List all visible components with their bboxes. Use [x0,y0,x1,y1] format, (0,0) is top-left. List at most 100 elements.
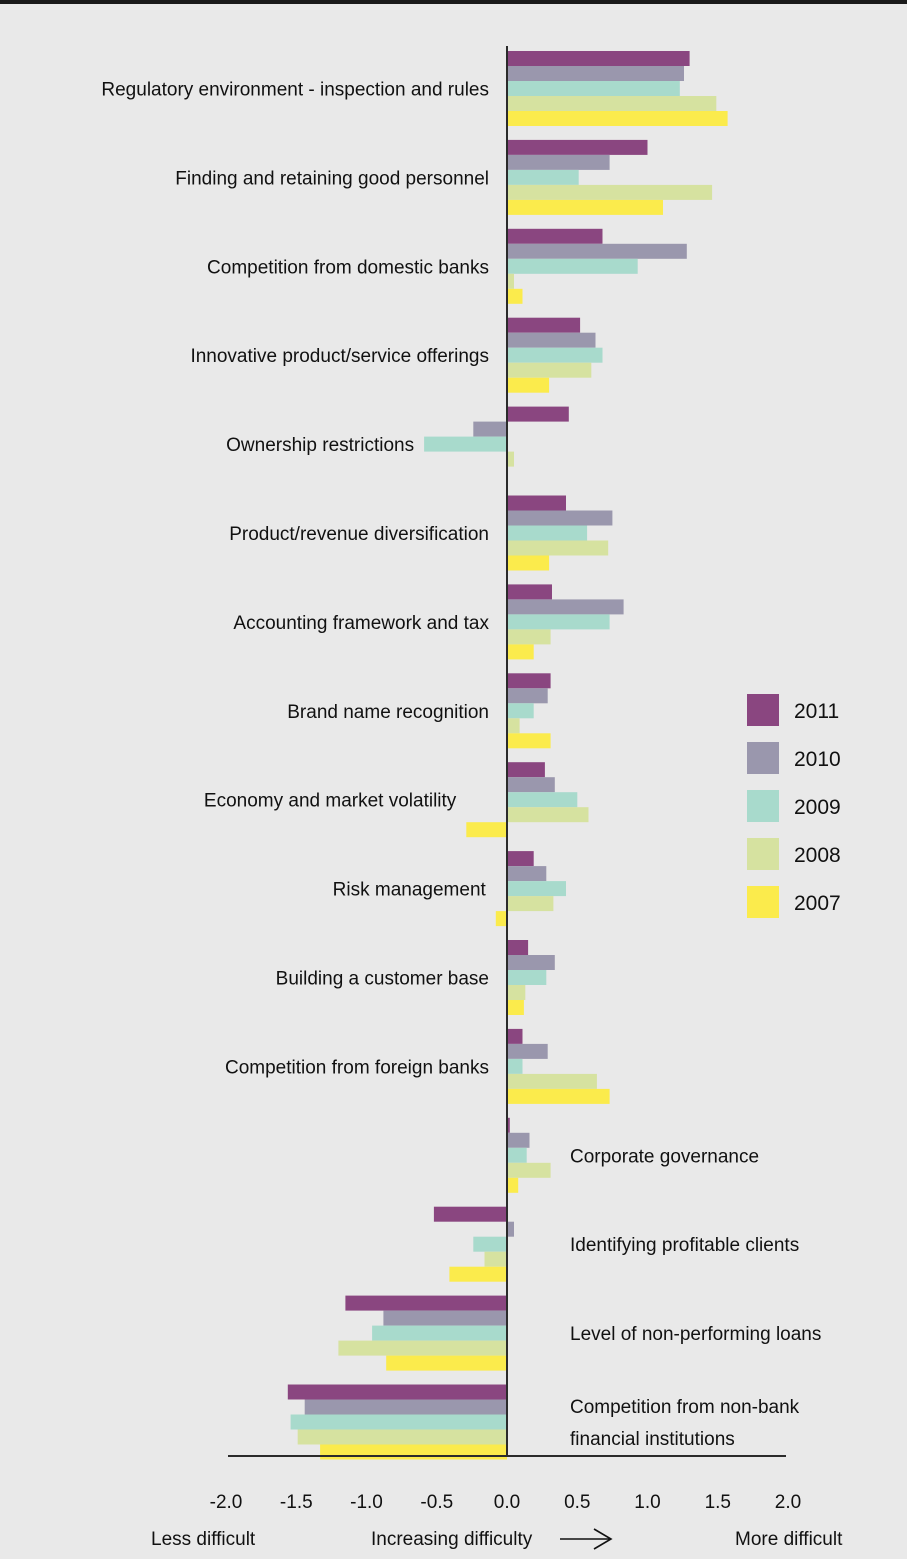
bar-2007-5 [507,555,550,571]
bar-2009-13 [473,1236,507,1252]
legend-swatch-2011 [747,694,779,726]
bar-2010-3 [507,332,596,348]
bar-2007-0 [507,111,728,126]
bar-2011-2 [507,228,603,244]
x-tick-label-5: 0.5 [564,1492,590,1513]
x-tick-label-4: 0.0 [494,1492,520,1513]
bar-2010-12 [507,1132,530,1148]
bar-2010-5 [507,510,613,526]
legend-label-2007: 2007 [794,892,841,915]
bar-2009-14 [372,1325,507,1341]
legend-label-2009: 2009 [794,796,841,819]
bar-2009-2 [507,258,638,274]
category-label-7: Brand name recognition [287,702,489,723]
bar-2009-0 [507,81,680,96]
bar-2008-8 [507,807,589,823]
category-label-13: Identifying profitable clients [570,1235,799,1256]
category-label-2: Competition from domestic banks [207,257,489,278]
bar-2011-13 [433,1206,507,1222]
legend-label-2011: 2011 [794,700,839,723]
bar-2008-15 [297,1429,507,1445]
bar-2010-10 [507,955,555,970]
bar-2010-4 [473,421,507,437]
bar-2007-6 [507,644,534,660]
bar-2008-11 [507,1073,597,1089]
legend: 2011 2010 2009 2008 2007 [747,694,841,918]
bar-2008-9 [507,896,554,912]
bar-2007-3 [507,377,550,393]
axis-footer: Less difficult Increasing difficulty Mor… [151,1528,843,1550]
x-tick-label-8: 2.0 [775,1492,801,1513]
category-label-15-line1: financial institutions [570,1429,735,1450]
bar-2007-7 [507,733,551,749]
bar-2010-7 [507,688,548,704]
bar-2011-6 [507,584,552,600]
bar-2007-15 [320,1444,507,1460]
bar-2008-13 [484,1251,507,1267]
arrow-right-icon [560,1528,613,1550]
bar-2011-10 [507,940,529,955]
category-label-0: Regulatory environment - inspection and … [101,80,489,101]
bar-2010-14 [383,1310,507,1326]
bar-2009-5 [507,525,588,541]
bar-2009-1 [507,169,579,185]
bar-2011-4 [507,406,569,422]
footer-less-difficult: Less difficult [151,1529,256,1550]
bar-2011-8 [507,762,545,778]
bar-2009-11 [507,1058,523,1074]
legend-swatch-2007 [747,886,779,918]
bar-2008-1 [507,184,713,200]
bar-2009-9 [507,881,566,897]
category-label-6: Accounting framework and tax [233,613,489,634]
category-label-4: Ownership restrictions [226,435,414,456]
bar-2008-5 [507,540,609,556]
bar-2009-4 [424,436,507,452]
bar-2010-6 [507,599,624,615]
bar-2008-10 [507,985,526,1000]
bar-2007-14 [386,1355,507,1371]
x-tick-label-2: -1.0 [350,1492,383,1513]
bar-2007-11 [507,1088,610,1104]
category-label-12: Corporate governance [570,1146,759,1167]
category-label-14: Level of non-performing loans [570,1324,821,1345]
category-label-5: Product/revenue diversification [229,524,489,545]
bar-2010-15 [304,1399,507,1415]
bar-2008-6 [507,629,551,645]
bar-2007-9 [495,911,507,927]
bar-2011-5 [507,495,566,511]
category-labels: Regulatory environment - inspection and … [101,80,821,1451]
category-label-1: Finding and retaining good personnel [175,168,489,189]
x-tick-label-1: -1.5 [280,1492,313,1513]
bar-2011-14 [345,1295,507,1311]
bar-2008-14 [338,1340,507,1356]
bar-2008-7 [507,718,520,734]
bar-2008-0 [507,96,717,111]
category-label-15-line0: Competition from non-bank [570,1397,800,1418]
bar-2011-9 [507,851,534,867]
x-tick-label-0: -2.0 [210,1492,243,1513]
bar-2009-15 [290,1414,507,1430]
x-tick-label-6: 1.0 [634,1492,660,1513]
bar-2009-10 [507,970,547,985]
category-label-9: Risk management [333,880,487,901]
bar-2010-13 [507,1221,514,1237]
bar-2010-11 [507,1043,548,1059]
bar-2009-8 [507,792,578,808]
x-tick-label-3: -0.5 [420,1492,453,1513]
bar-2010-9 [507,866,547,882]
bar-2010-1 [507,154,610,170]
bar-chart: Regulatory environment - inspection and … [101,46,843,1550]
category-label-3: Innovative product/service offerings [190,346,489,367]
bar-2009-12 [507,1147,527,1163]
bar-2011-11 [507,1028,523,1044]
bar-2009-6 [507,614,610,630]
legend-label-2008: 2008 [794,844,841,867]
bar-2008-12 [507,1162,551,1178]
legend-swatch-2009 [747,790,779,822]
bar-2011-0 [507,51,690,66]
x-tick-label-7: 1.5 [705,1492,731,1513]
bar-2007-2 [507,288,523,304]
bar-2011-7 [507,673,551,689]
category-label-8: Economy and market volatility [204,791,457,812]
bar-2007-12 [507,1177,519,1193]
